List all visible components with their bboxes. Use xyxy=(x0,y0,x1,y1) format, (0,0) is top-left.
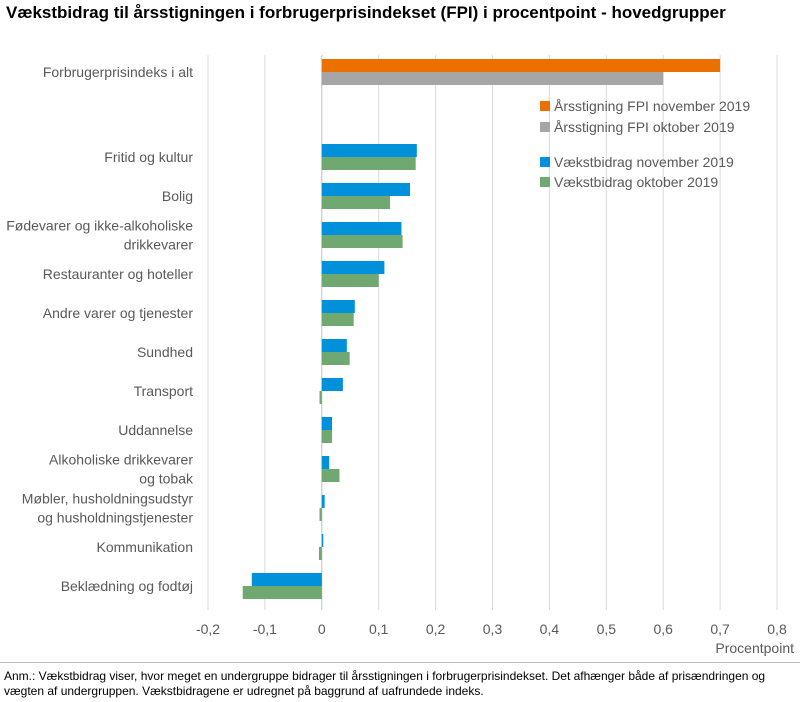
bar-november xyxy=(321,534,324,547)
category-label: Kommunikation xyxy=(97,539,194,555)
bar-november xyxy=(321,300,355,313)
category-label: Restauranter og hoteller xyxy=(43,266,194,282)
legend-swatch xyxy=(540,157,550,167)
legend-label: Vækstbidrag november 2019 xyxy=(554,154,734,170)
bar-oktober xyxy=(321,430,333,443)
bar-total-november xyxy=(321,59,721,72)
category-label: Bolig xyxy=(162,188,193,204)
tick-label: -0,2 xyxy=(196,621,220,637)
bar-oktober xyxy=(319,391,322,404)
bar-november xyxy=(321,261,385,274)
tick-label: 0,3 xyxy=(483,621,503,637)
chart-title: Vækstbidrag til årsstigningen i forbruge… xyxy=(6,3,726,22)
category-label: Møbler, husholdningsudstyr xyxy=(22,491,194,507)
bar-november xyxy=(321,144,417,157)
bar-oktober xyxy=(318,547,322,560)
bar-oktober xyxy=(321,196,391,209)
bar-oktober xyxy=(321,235,403,248)
bar-november xyxy=(251,573,322,586)
bar-november xyxy=(321,378,343,391)
category-label: Alkoholiske drikkevarer xyxy=(49,452,193,468)
legend-swatch xyxy=(540,101,550,111)
bar-oktober xyxy=(321,469,340,482)
bar-oktober xyxy=(321,313,354,326)
tick-label: 0,8 xyxy=(767,621,787,637)
category-label: og husholdningstjenester xyxy=(37,510,193,526)
category-label: Forbrugerprisindeks i alt xyxy=(43,64,193,80)
x-axis-label: Procentpoint xyxy=(715,640,794,656)
category-label: Beklædning og fodtøj xyxy=(61,578,193,594)
divider xyxy=(0,662,800,663)
bar-total-oktober xyxy=(321,72,664,85)
bar-november xyxy=(321,417,333,430)
category-label: Andre varer og tjenester xyxy=(43,305,194,321)
bar-november xyxy=(321,222,402,235)
legend-label: Årsstigning FPI november 2019 xyxy=(554,98,750,114)
tick-label: 0,2 xyxy=(426,621,446,637)
category-label: og tobak xyxy=(139,471,194,487)
bar-oktober xyxy=(319,508,322,521)
bar-oktober xyxy=(321,157,416,170)
bar-november xyxy=(321,456,330,469)
category-label: drikkevarer xyxy=(124,237,194,253)
tick-label: 0,7 xyxy=(710,621,730,637)
legend-swatch xyxy=(540,122,550,132)
bar-oktober xyxy=(242,586,322,599)
tick-label: 0 xyxy=(318,621,326,637)
bar-oktober xyxy=(321,352,350,365)
bar-november xyxy=(321,183,410,196)
category-label: Fritid og kultur xyxy=(104,149,193,165)
legend-swatch xyxy=(540,177,550,187)
legend-label: Vækstbidrag oktober 2019 xyxy=(554,174,718,190)
tick-label: 0,1 xyxy=(369,621,389,637)
footnote: Anm.: Vækstbidrag viser, hvor meget en u… xyxy=(4,669,766,698)
bar-chart: -0,2 -0,1 0 0,1 0,2 0,3 0,4 0,5 0,6 0,7 0,8 Procent… xyxy=(6,55,794,656)
category-label: Uddannelse xyxy=(118,422,193,438)
bar-oktober xyxy=(321,274,379,287)
bar-november xyxy=(321,495,325,508)
tick-label: 0,6 xyxy=(653,621,673,637)
tick-label: 0,5 xyxy=(597,621,617,637)
category-label: Transport xyxy=(134,383,194,399)
bar-november xyxy=(321,339,347,352)
tick-label: -0,1 xyxy=(253,621,277,637)
tick-label: 0,4 xyxy=(540,621,560,637)
category-label: Fødevarer og ikke-alkoholiske xyxy=(6,218,193,234)
legend-label: Årsstigning FPI oktober 2019 xyxy=(554,119,735,135)
category-label: Sundhed xyxy=(137,344,193,360)
